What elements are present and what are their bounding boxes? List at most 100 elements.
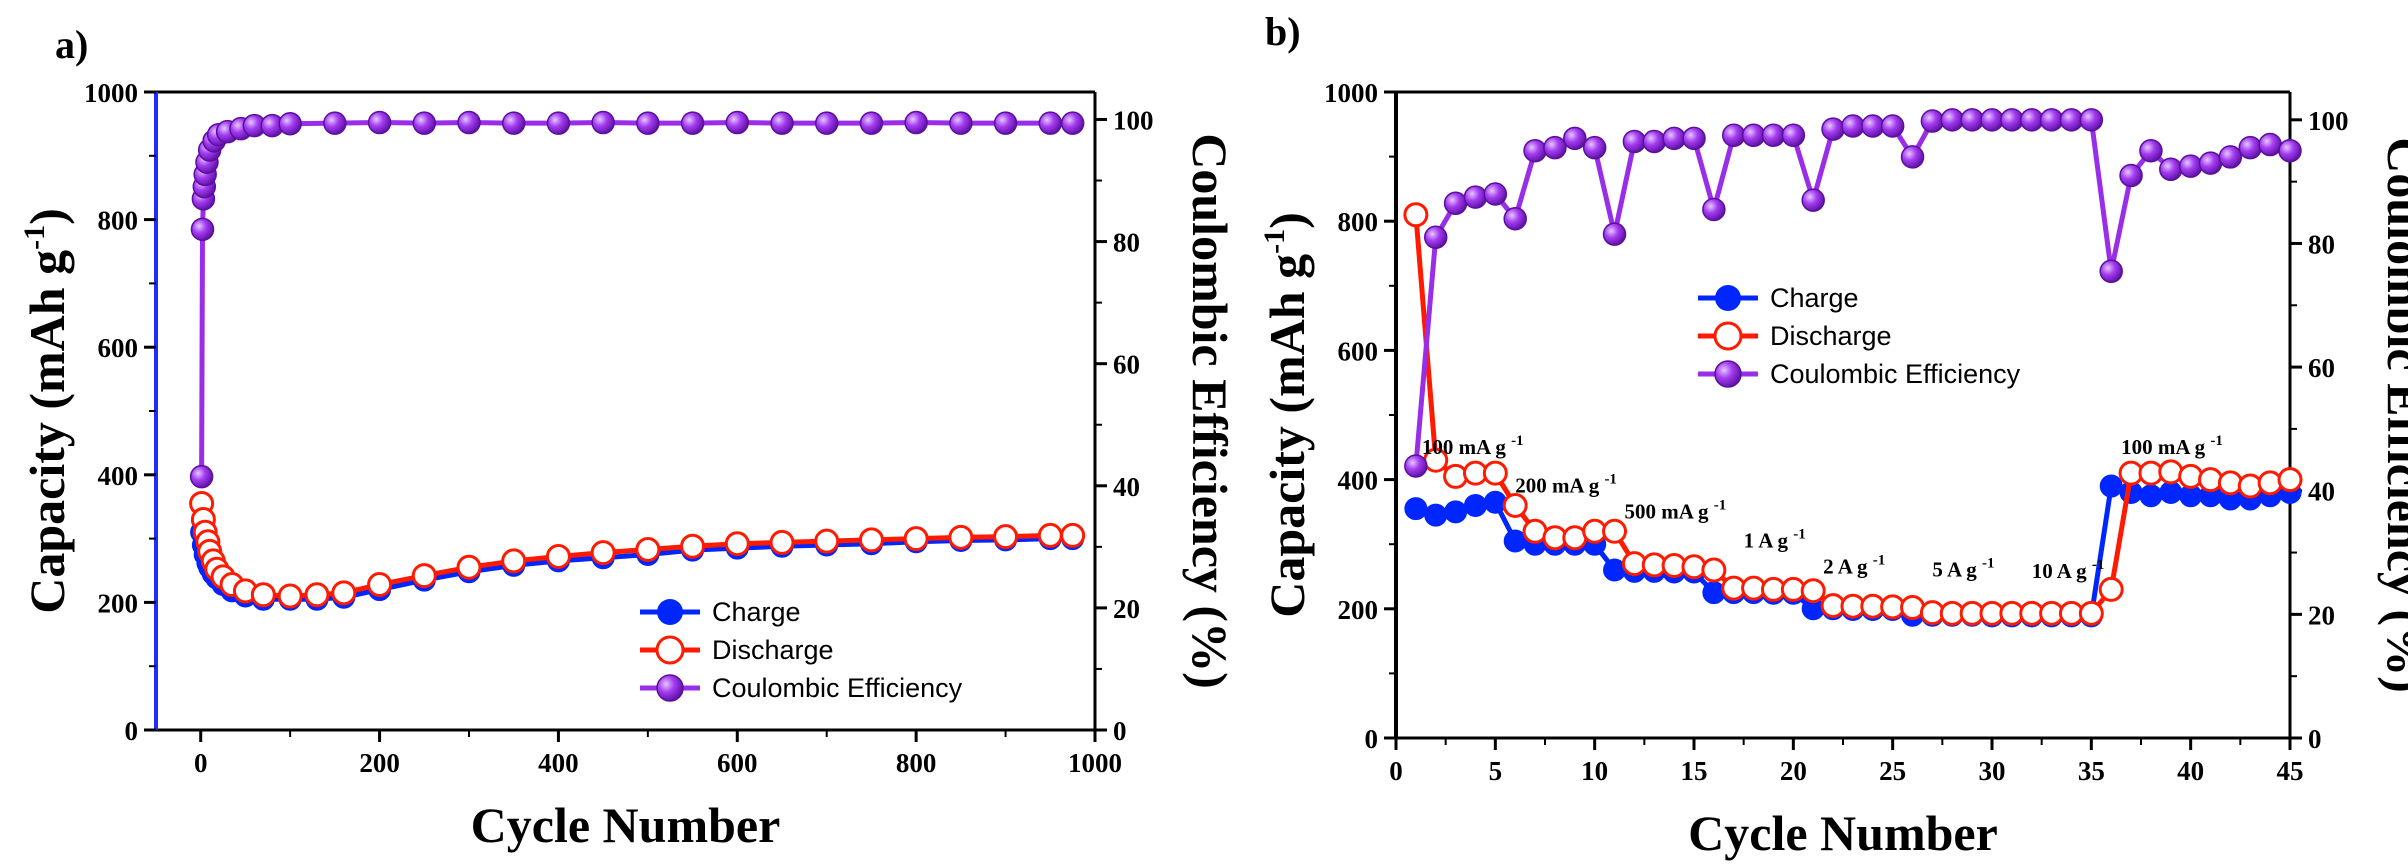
x-tick-label: 15 xyxy=(1681,756,1708,786)
data-point-coulombic-efficiency xyxy=(2218,145,2243,169)
y-axis-title: Capacity (mAh g-1) xyxy=(1258,212,1315,618)
data-point-discharge xyxy=(724,531,750,557)
x-axis-title: Cycle Number xyxy=(1688,805,1998,861)
x-tick-label: 800 xyxy=(896,748,937,778)
legend-label-discharge: Discharge xyxy=(712,635,834,665)
data-point-coulombic-efficiency xyxy=(1821,117,1845,141)
rate-annotation: 5 A g -1 xyxy=(1932,556,1994,582)
y-tick-label: 0 xyxy=(1365,724,1379,754)
y2-tick-label: 0 xyxy=(1113,716,1127,746)
data-point-discharge xyxy=(331,580,357,606)
data-point-charge xyxy=(1444,500,1468,524)
rate-annotation: 1 A g -1 xyxy=(1744,526,1806,552)
data-point-coulombic-efficiency xyxy=(1880,114,1905,138)
y-tick-label: 200 xyxy=(98,588,139,618)
data-point-discharge xyxy=(2178,463,2204,489)
data-point-discharge xyxy=(304,582,330,608)
data-point-coulombic-efficiency xyxy=(1900,145,1925,169)
y-axis-title-sup: -1 xyxy=(1258,229,1291,254)
data-point-charge xyxy=(2159,481,2183,505)
rate-annotation: 2 A g -1 xyxy=(1823,552,1885,578)
series-line-coulombic-efficiency xyxy=(199,120,1073,477)
data-point-coulombic-efficiency xyxy=(1980,108,2004,132)
y-axis-title-tail: ) xyxy=(19,208,75,225)
x-tick-label: 25 xyxy=(1879,756,1906,786)
legend-label-charge: Charge xyxy=(1770,283,1859,313)
rate-annotation-sup: -1 xyxy=(1982,556,1995,572)
data-point-charge xyxy=(1463,493,1487,517)
rate-annotation-text: 500 mA g xyxy=(1624,499,1713,523)
data-point-charge xyxy=(1483,490,1507,514)
data-point-coulombic-efficiency xyxy=(1483,182,1508,206)
data-point-coulombic-efficiency xyxy=(546,111,571,135)
data-point-discharge xyxy=(1602,518,1628,544)
y-tick-label: 800 xyxy=(1338,207,1379,237)
y-tick-label: 400 xyxy=(98,461,139,491)
data-point-coulombic-efficiency xyxy=(1563,126,1587,151)
x-tick-label: 10 xyxy=(1581,756,1608,786)
data-point-discharge xyxy=(1800,578,1826,604)
x-tick-label: 600 xyxy=(717,748,758,778)
data-point-coulombic-efficiency xyxy=(2079,108,2104,132)
data-point-coulombic-efficiency xyxy=(2278,138,2302,163)
data-point-discharge xyxy=(367,572,393,598)
data-point-discharge xyxy=(1037,522,1063,548)
data-point-coulombic-efficiency xyxy=(2039,108,2064,132)
y2-tick-label: 40 xyxy=(1113,472,1140,502)
chart-panel-a: a)0 200 400 600 800 1000020040060080010000204… xyxy=(18,22,1238,853)
data-point-coulombic-efficiency xyxy=(2099,259,2123,284)
data-point-coulombic-efficiency xyxy=(1642,129,1667,154)
data-point-coulombic-efficiency xyxy=(591,110,615,135)
y-tick-label: 0 xyxy=(125,716,139,746)
legend-marker-discharge xyxy=(1713,321,1743,351)
data-point-coulombic-efficiency xyxy=(2019,108,2044,132)
data-point-discharge xyxy=(993,524,1019,550)
rate-annotation-sup: -1 xyxy=(1793,526,1806,542)
data-point-discharge xyxy=(1060,522,1086,548)
y-axis-title-text: Capacity (mAh g xyxy=(19,250,75,614)
data-point-discharge xyxy=(250,582,276,608)
data-point-coulombic-efficiency xyxy=(2059,108,2084,132)
data-point-coulombic-efficiency xyxy=(2238,135,2263,160)
data-point-discharge xyxy=(814,528,840,554)
data-point-discharge xyxy=(501,548,527,574)
y-tick-label: 800 xyxy=(98,206,139,236)
data-point-charge xyxy=(1404,497,1428,521)
data-point-discharge xyxy=(1482,460,1508,486)
data-point-charge xyxy=(2099,474,2123,498)
data-point-coulombic-efficiency xyxy=(1861,114,1885,138)
rate-annotation: 100 mA g -1 xyxy=(2121,433,2223,459)
data-point-discharge xyxy=(1403,202,1429,228)
rate-annotation-sup: -1 xyxy=(1511,433,1524,449)
legend-marker-coulombic-efficiency xyxy=(656,674,684,702)
data-point-coulombic-efficiency xyxy=(1761,123,1786,148)
panel-label: b) xyxy=(1265,9,1301,54)
data-point-discharge xyxy=(1701,557,1727,583)
x-tick-label: 200 xyxy=(359,748,400,778)
data-point-coulombic-efficiency xyxy=(501,111,526,135)
data-point-coulombic-efficiency xyxy=(2119,163,2143,188)
data-point-coulombic-efficiency xyxy=(680,111,705,135)
data-point-discharge xyxy=(2198,467,2224,493)
data-point-coulombic-efficiency xyxy=(1463,185,1488,209)
data-point-coulombic-efficiency xyxy=(412,111,437,135)
data-point-discharge xyxy=(456,554,482,580)
data-point-coulombic-efficiency xyxy=(1038,111,1063,135)
rate-annotation-sup: -1 xyxy=(2210,433,2223,449)
data-point-coulombic-efficiency xyxy=(1602,222,1627,246)
data-point-coulombic-efficiency xyxy=(1801,188,1825,212)
data-point-coulombic-efficiency xyxy=(1702,197,1726,222)
rate-annotation-sup: -1 xyxy=(1604,472,1617,488)
x-tick-label: 45 xyxy=(2277,756,2304,786)
data-point-coulombic-efficiency xyxy=(1423,225,1448,250)
data-point-discharge xyxy=(545,543,571,569)
data-point-coulombic-efficiency xyxy=(2178,154,2203,178)
data-point-coulombic-efficiency xyxy=(636,111,660,135)
y-tick-label: 1000 xyxy=(84,78,138,108)
y-axis-title: Capacity (mAh g-1) xyxy=(18,208,75,614)
y2-axis-title: Coulombic Efficiency (%) xyxy=(2377,137,2408,692)
x-tick-label: 20 xyxy=(1780,756,1807,786)
x-tick-label: 35 xyxy=(2078,756,2105,786)
data-point-coulombic-efficiency xyxy=(1404,454,1428,478)
